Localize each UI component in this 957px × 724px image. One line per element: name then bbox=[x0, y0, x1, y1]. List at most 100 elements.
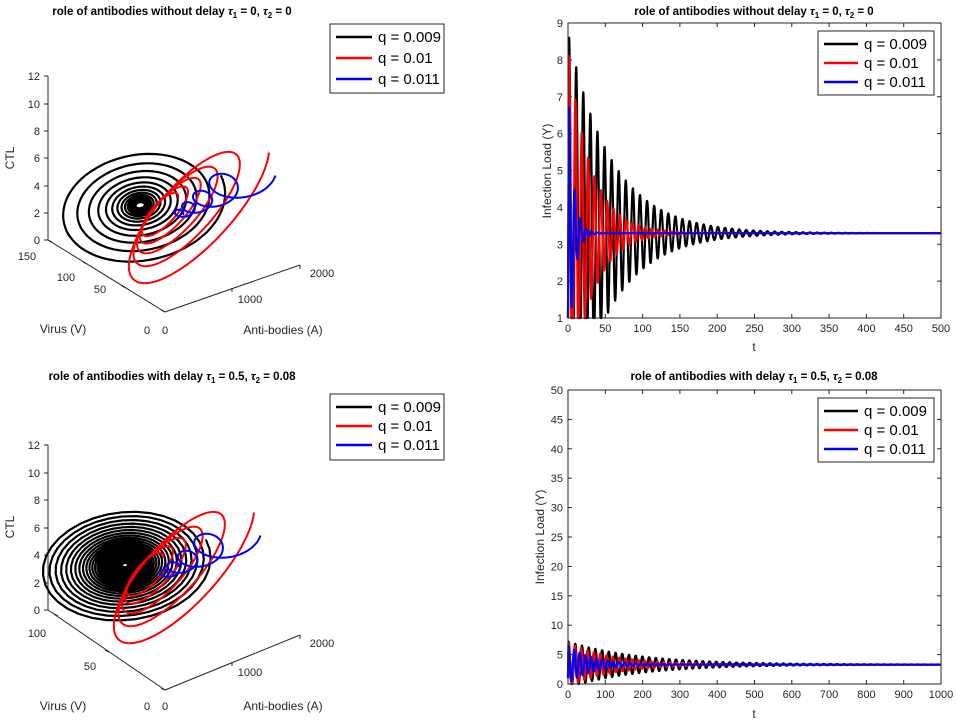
y-tick-label: 7 bbox=[557, 92, 563, 104]
x-axis-label: t bbox=[752, 340, 756, 354]
z-tick-label: 8 bbox=[34, 495, 40, 507]
plot-curves bbox=[566, 36, 943, 320]
panel-bottom-right-timeseries: role of antibodies with delay τ1 = 0.5, … bbox=[533, 371, 953, 721]
x-tick-label: 500 bbox=[745, 689, 763, 701]
x-tick-label: 700 bbox=[820, 689, 838, 701]
y-tick-label: 9 bbox=[557, 18, 563, 30]
y-tick-label: 1 bbox=[557, 313, 563, 325]
y-tick-label: 35 bbox=[551, 473, 563, 485]
z-tick-label: 4 bbox=[34, 181, 40, 193]
y-tick-label: 25 bbox=[551, 532, 563, 544]
plot-curves bbox=[41, 510, 262, 645]
z-tick-label: 12 bbox=[28, 71, 40, 83]
z-tick-label: 10 bbox=[28, 468, 40, 480]
legend: q = 0.009 q = 0.01 q = 0.011 bbox=[817, 30, 935, 96]
x-axis-label: Anti-bodies (A) bbox=[243, 699, 322, 713]
series-q011 bbox=[158, 532, 262, 578]
z-tick-label: 12 bbox=[28, 440, 40, 452]
legend-label: q = 0.009 bbox=[378, 29, 441, 46]
y-tick-label: 50 bbox=[551, 385, 563, 397]
series-q009 bbox=[62, 152, 227, 263]
x-tick-label: 0 bbox=[565, 689, 571, 701]
plot-curves bbox=[566, 640, 943, 686]
y-axis-label: Virus (V) bbox=[40, 322, 86, 336]
y-tick-label: 2 bbox=[557, 276, 563, 288]
z-axis-label: CTL bbox=[3, 515, 17, 538]
z-tick-label: 8 bbox=[34, 126, 40, 138]
plot-frame bbox=[567, 389, 942, 685]
legend-label: q = 0.009 bbox=[864, 36, 927, 53]
x-tick-label: 0 bbox=[162, 701, 168, 713]
legend-label: q = 0.011 bbox=[378, 437, 440, 454]
y-tick-label: 50 bbox=[94, 284, 106, 296]
chart-title: role of antibodies with delay τ1 = 0.5, … bbox=[630, 371, 878, 385]
x-tick-label: 500 bbox=[932, 323, 950, 335]
y-tick-label: 40 bbox=[551, 444, 563, 456]
z-axis-label: CTL bbox=[3, 146, 17, 169]
legend: q = 0.009 q = 0.01 q = 0.011 bbox=[817, 397, 935, 463]
y-tick-label: 0 bbox=[144, 325, 150, 337]
x-tick-label: 600 bbox=[783, 689, 801, 701]
legend-label: q = 0.01 bbox=[864, 55, 919, 72]
z-tick-label: 6 bbox=[34, 153, 40, 165]
plot-frame bbox=[567, 22, 942, 319]
x-tick-label: 200 bbox=[708, 323, 726, 335]
x-tick-label: 100 bbox=[633, 323, 651, 335]
legend-label: q = 0.009 bbox=[378, 399, 441, 416]
z-tick-label: 10 bbox=[28, 99, 40, 111]
panel-top-left-3d: role of antibodies without delay τ1 = 0,… bbox=[3, 6, 445, 337]
y-tick-label: 100 bbox=[57, 272, 75, 284]
y-tick-label: 4 bbox=[557, 202, 563, 214]
x-tick-label: 100 bbox=[596, 689, 614, 701]
x-tick-label: 1000 bbox=[238, 667, 262, 679]
chart-title: role of antibodies with delay τ1 = 0.5, … bbox=[48, 371, 296, 385]
x-tick-label: 2000 bbox=[310, 268, 334, 280]
panel-bottom-left-3d: role of antibodies with delay τ1 = 0.5, … bbox=[3, 371, 445, 713]
y-tick-label: 0 bbox=[557, 679, 563, 691]
x-axis-label: t bbox=[752, 707, 756, 721]
legend-label: q = 0.01 bbox=[378, 50, 433, 67]
z-tick-label: 4 bbox=[34, 550, 40, 562]
y-tick-label: 8 bbox=[557, 55, 563, 67]
series-q011 bbox=[173, 172, 277, 218]
y-tick-label: 20 bbox=[551, 561, 563, 573]
x-tick-label: 300 bbox=[783, 323, 801, 335]
x-tick-label: 800 bbox=[857, 689, 875, 701]
series-q009 bbox=[41, 510, 212, 622]
chart-title: role of antibodies without delay τ1 = 0,… bbox=[634, 6, 873, 20]
x-tick-label: 0 bbox=[565, 323, 571, 335]
y-tick-label: 45 bbox=[551, 414, 563, 426]
x-tick-label: 900 bbox=[895, 689, 913, 701]
legend-label: q = 0.011 bbox=[378, 71, 440, 88]
x-axis-label: Anti-bodies (A) bbox=[243, 323, 322, 337]
y-axis bbox=[47, 609, 166, 691]
x-tick-label: 300 bbox=[671, 689, 689, 701]
y-axis-label: Infection Load (Y) bbox=[533, 490, 547, 585]
legend: q = 0.009 q = 0.01 q = 0.011 bbox=[329, 23, 445, 94]
x-tick-label: 200 bbox=[633, 689, 651, 701]
y-tick-label: 50 bbox=[84, 661, 96, 673]
y-tick-label: 0 bbox=[144, 701, 150, 713]
legend-label: q = 0.009 bbox=[864, 403, 927, 420]
z-tick-label: 6 bbox=[34, 523, 40, 535]
z-tick-label: 2 bbox=[34, 208, 40, 220]
x-tick-label: 400 bbox=[708, 689, 726, 701]
legend-label: q = 0.011 bbox=[864, 74, 926, 91]
x-tick-label: 400 bbox=[857, 323, 875, 335]
series-q01 bbox=[112, 510, 255, 645]
y-tick-label: 10 bbox=[551, 620, 563, 632]
z-tick-label: 0 bbox=[34, 235, 40, 247]
y-tick-label: 150 bbox=[18, 251, 36, 263]
series-q011 bbox=[566, 645, 943, 683]
y-axis-label: Infection Load (Y) bbox=[540, 124, 554, 219]
legend-label: q = 0.01 bbox=[378, 418, 433, 435]
x-tick-label: 250 bbox=[745, 323, 763, 335]
z-tick-label: 2 bbox=[34, 578, 40, 590]
x-tick-label: 0 bbox=[162, 325, 168, 337]
legend-label: q = 0.011 bbox=[864, 441, 926, 458]
chart-title: role of antibodies without delay τ1 = 0,… bbox=[52, 6, 291, 20]
x-tick-label: 450 bbox=[895, 323, 913, 335]
x-tick-label: 50 bbox=[599, 323, 611, 335]
x-tick-label: 1000 bbox=[238, 294, 262, 306]
legend-label: q = 0.01 bbox=[864, 422, 919, 439]
